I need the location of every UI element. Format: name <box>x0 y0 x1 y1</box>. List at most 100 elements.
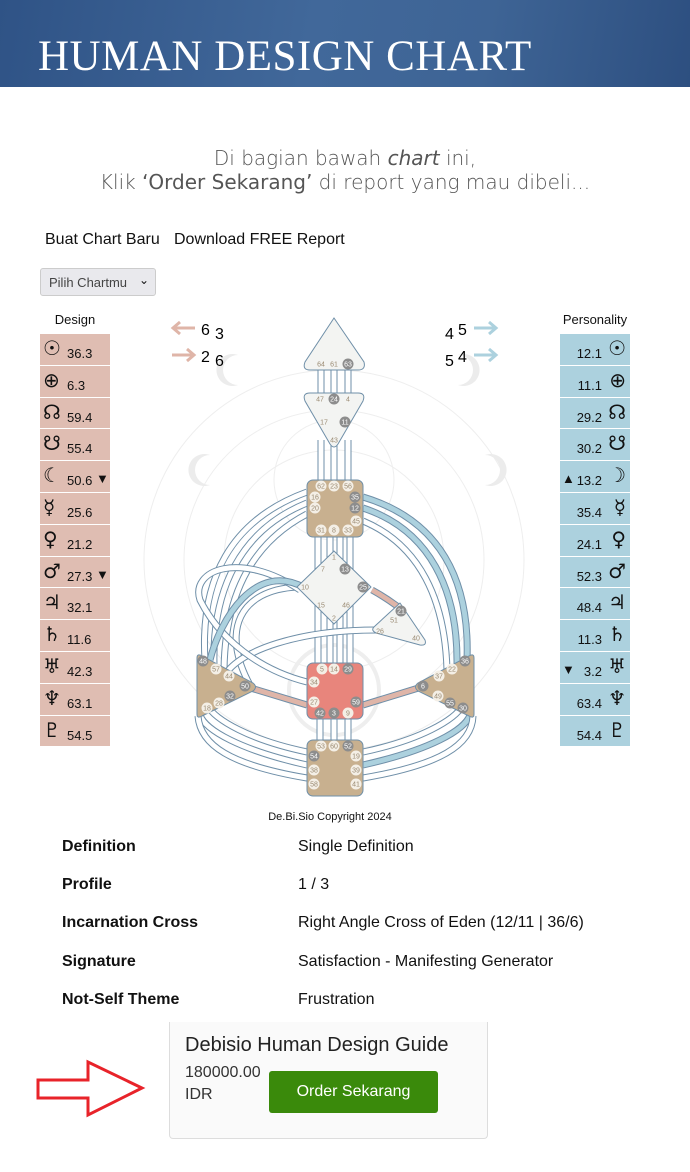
variable-digit: 2 <box>201 349 210 366</box>
gate-number: 32 <box>226 694 234 701</box>
gate-46: 46 <box>342 603 350 610</box>
intro-text: ini, <box>439 146 477 170</box>
page-title: HUMAN DESIGN CHART <box>38 33 532 80</box>
gate-58: 58 <box>308 778 320 790</box>
price-currency: IDR <box>185 1086 213 1103</box>
planet-row: ☋ 55.4 <box>40 429 110 462</box>
gate-circle <box>432 690 444 702</box>
gate-17: 17 <box>320 420 328 427</box>
mercury-icon: ☿ <box>43 494 56 519</box>
personality-table: ☉ 12.1 ⊕ 11.1 ☊ 29.2 ☋ 30.2 ☽ 13.2 ▲ ☿ 35.4 ♀ 24.1 ♂ 52.… <box>560 334 630 748</box>
gate-62: 62 <box>315 480 327 492</box>
gate-circle <box>328 480 340 492</box>
planet-row: ☾ 50.6 ▼ <box>40 461 110 493</box>
centers <box>196 317 475 797</box>
gate-circle <box>349 491 361 503</box>
intro-text: Di bagian bawah <box>213 146 388 170</box>
info-value: Single Definition <box>298 838 414 855</box>
channel <box>243 683 308 708</box>
gate-circle <box>308 778 320 790</box>
channel <box>203 703 308 756</box>
gate-line-value: 24.1 <box>576 536 602 552</box>
gate-circle <box>315 740 327 752</box>
gate-34: 34 <box>308 676 320 688</box>
gate-2: 2 <box>332 616 336 623</box>
intro-emphasis: chart <box>387 146 440 170</box>
gate-line-value: 25.6 <box>67 504 93 520</box>
gate-number: 28 <box>215 701 223 708</box>
intro-line-1: Di bagian bawah chart ini, <box>0 146 690 170</box>
planet-row: ♃ 32.1 <box>40 588 110 621</box>
gate-4: 4 <box>346 397 350 404</box>
north-node-icon: ☊ <box>608 399 626 424</box>
g-center <box>296 550 372 625</box>
gate-circle <box>328 663 340 675</box>
gate-number: 46 <box>342 603 350 610</box>
gate-number: 11 <box>341 420 348 427</box>
info-label: Signature <box>62 953 136 970</box>
gate-circle <box>350 764 362 776</box>
gate-circle <box>342 358 354 370</box>
moon-decorations <box>188 353 507 487</box>
gate-number: 37 <box>435 674 443 681</box>
channel <box>361 682 427 709</box>
gate-52: 52 <box>342 740 354 752</box>
gate-number: 39 <box>352 768 360 775</box>
gate-circle <box>308 750 320 762</box>
personality-title: Personality <box>562 312 628 327</box>
order-now-button[interactable]: Order Sekarang <box>269 1071 438 1113</box>
gate-number: 57 <box>212 667 220 674</box>
gate-14: 14 <box>328 663 340 675</box>
gate-number: 54 <box>310 754 318 761</box>
planet-row: ☽ 13.2 ▲ <box>560 461 630 493</box>
saturn-icon: ♄ <box>43 622 61 647</box>
gate-12: 12 <box>349 502 361 514</box>
gate-line-value: 42.3 <box>67 663 93 679</box>
channel <box>222 627 377 677</box>
copyright: De.Bi.Sio Copyright 2024 <box>268 811 392 823</box>
gate-circle <box>328 740 340 752</box>
intro-text: Klik <box>99 170 143 194</box>
gate-number: 20 <box>311 506 319 513</box>
intro-text: di report yang mau dibeli... <box>312 170 591 194</box>
gate-6: 6 <box>417 680 429 692</box>
gate-circle <box>357 581 369 593</box>
channel <box>196 713 308 769</box>
gate-18: 18 <box>201 702 213 714</box>
gate-29: 29 <box>342 663 354 675</box>
gate-45: 45 <box>350 515 362 527</box>
download-report-link[interactable]: Download FREE Report <box>174 231 345 248</box>
arrow-right-icon <box>474 347 499 363</box>
intro-line-2: Klik ‘Order Sekarang’ di report yang mau… <box>0 170 690 194</box>
gate-number: 27 <box>310 700 318 707</box>
gate-53: 53 <box>315 740 327 752</box>
gate-number: 17 <box>320 420 328 427</box>
planet-row: ☉ 12.1 <box>560 334 630 366</box>
gate-circle <box>316 663 328 675</box>
gate-44: 44 <box>223 670 235 682</box>
channel <box>361 493 471 661</box>
gate-circle <box>315 480 327 492</box>
gate-number: 8 <box>332 528 336 535</box>
gate-circle <box>308 696 320 708</box>
channel <box>233 584 298 687</box>
new-chart-link[interactable]: Buat Chart Baru <box>45 231 160 248</box>
planet-row: ♆ 63.4 <box>560 683 630 716</box>
gate-5: 5 <box>316 663 328 675</box>
gate-circle <box>309 491 321 503</box>
planet-row: ⊕ 6.3 <box>40 365 110 398</box>
gate-number: 13 <box>341 567 349 574</box>
gate-number: 55 <box>446 701 454 708</box>
variable-digit: 5 <box>458 322 467 339</box>
info-value: Frustration <box>298 991 375 1008</box>
planet-row: ☊ 59.4 <box>40 397 110 430</box>
intro-bold: ‘Order Sekarang’ <box>142 170 313 194</box>
channel <box>196 565 308 685</box>
variable-digit: 4 <box>445 326 454 343</box>
chart-select[interactable]: Pilih Chartmu ⌄ <box>40 268 156 296</box>
gate-25: 25 <box>357 581 369 593</box>
gate-circle <box>339 563 351 575</box>
info-value: Satisfaction - Manifesting Generator <box>298 953 554 970</box>
red-arrow-icon <box>36 1059 146 1118</box>
gate-line-value: 11.1 <box>577 377 602 393</box>
